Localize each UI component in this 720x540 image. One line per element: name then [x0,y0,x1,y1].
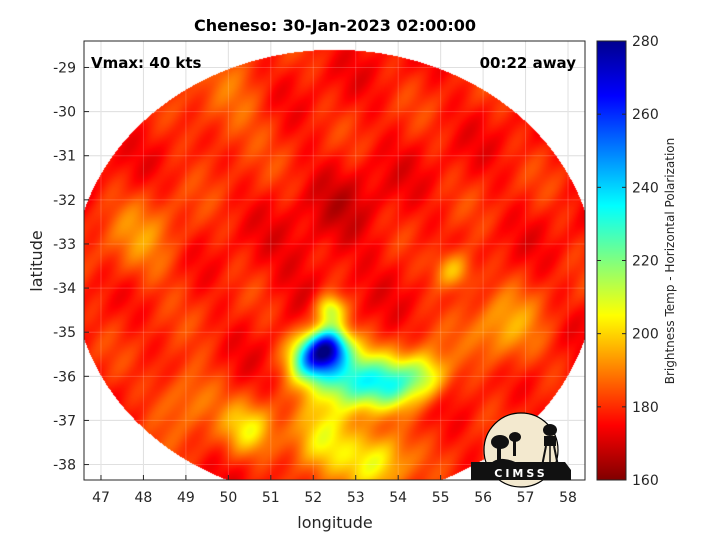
plot-frame [83,40,586,481]
time-away-annotation: 00:22 away [480,54,577,72]
y-tick-label: -38 [53,458,76,474]
x-tick-label: 56 [474,490,492,506]
y-tick-label: -29 [53,60,76,76]
x-tick-label: 47 [92,490,110,506]
y-tick-label: -30 [53,105,76,121]
colorbar-ticks: 160 180 200 220 240 260 280 [597,34,659,489]
x-tick-label: 57 [517,490,535,506]
y-axis-label: latitude [27,230,46,291]
x-tick-label: 58 [559,490,577,506]
colorbar-tick-label: 260 [632,107,659,123]
colorbar-tick-label: 160 [632,473,659,489]
x-tick-label: 48 [135,490,153,506]
cimss-logo: CIMSS [471,412,571,488]
y-tick-label: -32 [53,193,76,209]
colorbar-tick-label: 180 [632,400,659,416]
svg-text:CIMSS: CIMSS [494,467,547,480]
x-axis: 47 48 49 50 51 52 53 54 55 56 57 58 [92,475,577,506]
x-tick-label: 54 [389,490,407,506]
colorbar-tick-label: 240 [632,180,659,196]
x-tick-label: 50 [219,490,237,506]
heatmap-image [84,41,585,480]
y-tick-label: -35 [53,325,76,341]
colorbar-tick-label: 280 [632,34,659,50]
colorbar-tick-label: 220 [632,254,659,270]
x-axis-label: longitude [297,513,372,532]
grid-lines-over [84,41,585,480]
y-tick-label: -34 [53,281,76,297]
x-tick-label: 52 [304,490,322,506]
colorbar-label: Brightness Temp - Horizontal Polarizatio… [663,138,677,385]
chart-title: Cheneso: 30-Jan-2023 02:00:00 [194,16,476,35]
x-tick-label: 51 [262,490,280,506]
y-axis: -29 -30 -31 -32 -33 -34 -35 -36 -37 -38 [53,60,89,474]
x-tick-label: 55 [432,490,450,506]
y-tick-label: -31 [53,149,76,165]
vmax-annotation: Vmax: 40 kts [91,54,201,72]
y-tick-label: -37 [53,413,76,429]
y-tick-label: -33 [53,237,76,253]
brightness-temp-swath [84,41,585,480]
colorbar [596,40,627,481]
x-tick-label: 53 [347,490,365,506]
y-tick-label: -36 [53,369,76,385]
colorbar-tick-label: 200 [632,327,659,343]
x-tick-label: 49 [177,490,195,506]
